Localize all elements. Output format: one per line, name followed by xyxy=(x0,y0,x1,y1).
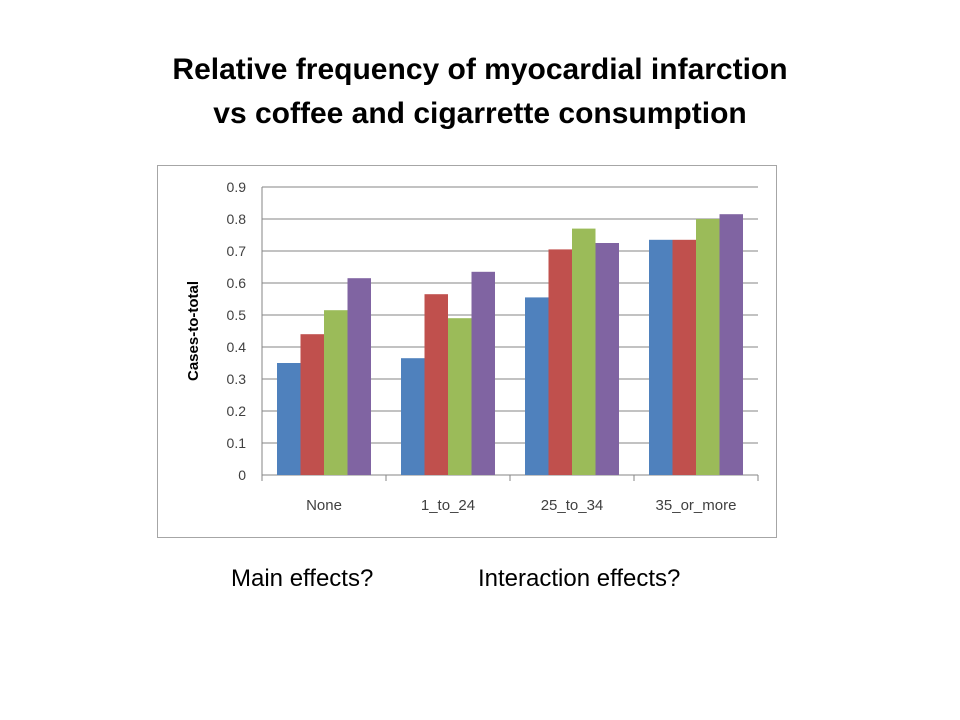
slide-title-line-2: vs coffee and cigarrette consumption xyxy=(213,97,747,130)
y-tick-label: 0.5 xyxy=(227,307,247,323)
x-tick-label: 35_or_more xyxy=(656,497,737,514)
bar-25_to_34-series-4 xyxy=(595,243,619,475)
bar-35_or_more-series-1 xyxy=(649,239,673,475)
bar-35_or_more-series-4 xyxy=(719,214,743,475)
bar-None-series-1 xyxy=(277,363,301,475)
bar-25_to_34-series-3 xyxy=(572,228,596,475)
questions: Main effects? Interaction effects? xyxy=(0,565,960,605)
bar-None-series-3 xyxy=(324,310,348,475)
y-tick-label: 0.8 xyxy=(227,211,247,227)
bar-25_to_34-series-2 xyxy=(548,249,572,475)
slide-title: Relative frequency of myocardial infarct… xyxy=(0,48,960,136)
bar-1_to_24-series-2 xyxy=(424,294,448,475)
y-tick-label: 0.1 xyxy=(227,435,247,451)
y-tick-label: 0.6 xyxy=(227,275,247,291)
bar-35_or_more-series-2 xyxy=(672,239,696,475)
bar-1_to_24-series-4 xyxy=(471,271,495,475)
bar-None-series-2 xyxy=(300,334,324,475)
y-tick-label: 0.9 xyxy=(227,179,247,195)
y-tick-label: 0.2 xyxy=(227,403,247,419)
y-axis-label: Cases-to-total xyxy=(185,281,202,381)
question-main-effects: Main effects? xyxy=(231,565,374,592)
x-tick-label: 25_to_34 xyxy=(541,497,604,514)
bar-1_to_24-series-1 xyxy=(401,358,425,475)
x-tick-label: 1_to_24 xyxy=(421,497,475,514)
y-tick-label: 0.3 xyxy=(227,371,247,387)
bar-None-series-4 xyxy=(347,278,371,475)
question-interaction-effects: Interaction effects? xyxy=(478,565,681,592)
bar-35_or_more-series-3 xyxy=(696,219,720,475)
y-tick-label: 0.4 xyxy=(227,339,247,355)
x-tick-label: None xyxy=(306,497,342,514)
bar-chart: 0 0.1 0.2 0.3 0.4 0.5 0.6 0.7 0.8 0.9 None 1_to_24 2… xyxy=(185,179,759,514)
slide-title-line-1: Relative frequency of myocardial infarct… xyxy=(172,53,788,86)
bar-1_to_24-series-3 xyxy=(448,318,472,475)
bar-25_to_34-series-1 xyxy=(525,297,549,475)
y-tick-label: 0.7 xyxy=(227,243,247,259)
y-tick-label: 0 xyxy=(238,467,246,483)
chart-area: 0 0.1 0.2 0.3 0.4 0.5 0.6 0.7 0.8 0.9 None 1_to_24 2… xyxy=(157,165,777,538)
